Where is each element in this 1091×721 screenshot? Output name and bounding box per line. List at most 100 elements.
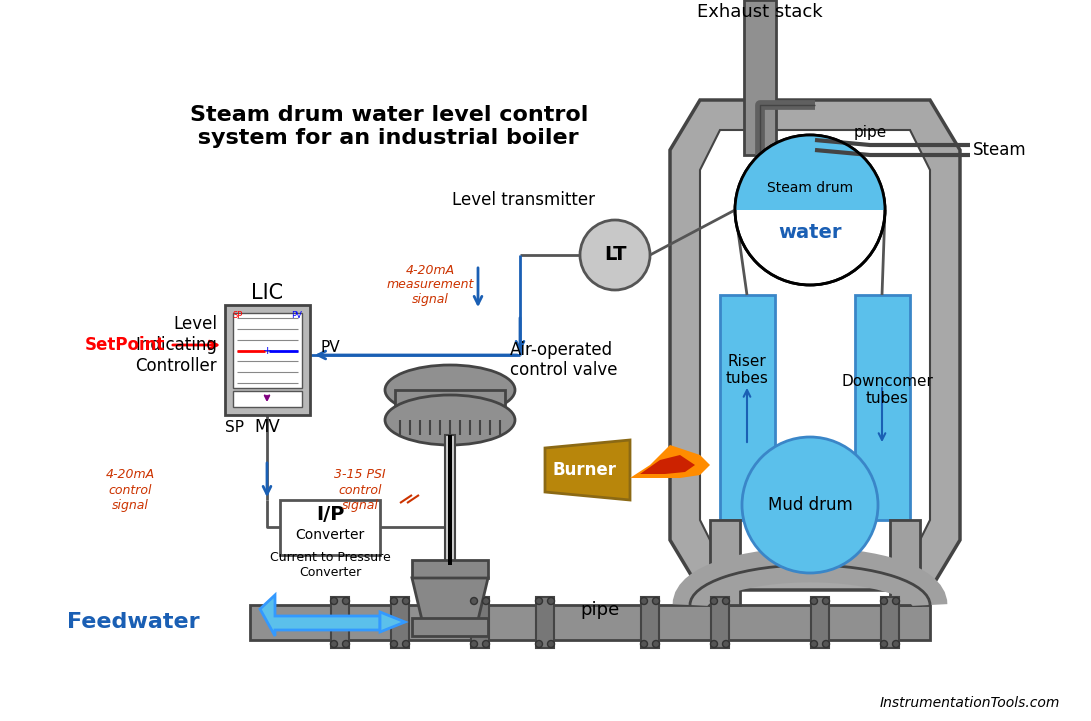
Text: InstrumentationTools.com: InstrumentationTools.com [879,696,1060,710]
Circle shape [536,598,542,604]
Circle shape [880,598,887,604]
Circle shape [710,640,718,647]
Circle shape [580,220,650,290]
Circle shape [811,598,817,604]
Polygon shape [640,455,695,474]
Bar [331,597,349,648]
Polygon shape [412,578,488,620]
Bar [471,597,489,648]
Circle shape [710,598,718,604]
Text: Steam drum: Steam drum [767,181,853,195]
Text: 4-20mA
measurement
signal: 4-20mA measurement signal [386,263,473,306]
Text: PV: PV [291,311,302,321]
Text: Level
Indicating
Controller: Level Indicating Controller [135,315,217,375]
Text: Converter: Converter [296,528,364,542]
Circle shape [640,598,647,604]
Circle shape [403,640,409,647]
Circle shape [403,598,409,604]
Text: Air-operated
control valve: Air-operated control valve [509,340,618,379]
Bar [233,313,302,388]
Polygon shape [630,445,710,478]
Bar [445,435,455,565]
Text: +: + [262,345,272,355]
Circle shape [470,640,478,647]
Circle shape [722,598,730,604]
Polygon shape [260,595,380,636]
Circle shape [482,598,490,604]
Circle shape [652,640,659,647]
Text: water: water [778,223,842,242]
Text: Level transmitter: Level transmitter [452,191,595,209]
Text: SetPoint: SetPoint [85,336,165,354]
Circle shape [652,598,659,604]
Text: PV: PV [320,340,339,355]
Circle shape [548,640,554,647]
Circle shape [331,598,337,604]
Circle shape [482,640,490,647]
Bar [395,390,505,420]
Text: Current to Pressure
Converter: Current to Pressure Converter [269,551,391,579]
Circle shape [343,640,349,647]
Text: Feedwater: Feedwater [68,612,200,632]
Text: Exhaust stack: Exhaust stack [697,3,823,21]
Text: I/P: I/P [315,505,344,524]
Text: 4-20mA
control
signal: 4-20mA control signal [106,469,155,511]
Circle shape [892,640,899,647]
Text: Steam: Steam [973,141,1027,159]
Bar [720,295,775,520]
Circle shape [823,640,829,647]
Circle shape [331,640,337,647]
Text: MV: MV [254,418,280,436]
Circle shape [811,640,817,647]
Ellipse shape [385,395,515,445]
Bar [811,597,829,648]
Circle shape [823,598,829,604]
Text: SP: SP [226,420,244,435]
Circle shape [391,640,397,647]
Circle shape [880,640,887,647]
Circle shape [892,598,899,604]
Polygon shape [735,135,885,210]
Text: LIC: LIC [251,283,283,303]
Bar [882,597,899,648]
Polygon shape [670,100,960,590]
Text: LT: LT [603,245,626,265]
Bar [250,605,930,640]
Text: pipe: pipe [853,125,887,141]
Text: SP: SP [232,311,243,321]
Bar [391,597,409,648]
Bar [744,0,776,155]
Circle shape [536,640,542,647]
Polygon shape [380,612,405,632]
Polygon shape [700,130,930,560]
Text: pipe: pipe [580,601,620,619]
Circle shape [343,598,349,604]
Bar [890,520,920,605]
Bar [536,597,554,648]
Text: Riser
tubes: Riser tubes [726,354,768,386]
Text: Steam drum water level control
 system for an industrial boiler: Steam drum water level control system fo… [190,105,588,149]
Bar [412,560,488,578]
Bar [225,305,310,415]
Text: 3-15 PSI
control
signal: 3-15 PSI control signal [334,469,386,511]
Bar [412,618,488,636]
Bar [855,295,910,520]
Circle shape [742,437,878,573]
Circle shape [391,598,397,604]
Bar [642,597,659,648]
Text: Burner: Burner [553,461,618,479]
Circle shape [640,640,647,647]
Polygon shape [546,440,630,500]
Text: Mud drum: Mud drum [768,496,852,514]
Bar [233,391,302,407]
Circle shape [470,598,478,604]
Ellipse shape [385,365,515,415]
Bar [280,500,380,555]
Circle shape [735,135,885,285]
Bar [710,520,740,605]
Bar [711,597,729,648]
Circle shape [722,640,730,647]
Text: Downcomer
tubes: Downcomer tubes [841,373,933,406]
Bar [448,435,452,565]
Circle shape [548,598,554,604]
